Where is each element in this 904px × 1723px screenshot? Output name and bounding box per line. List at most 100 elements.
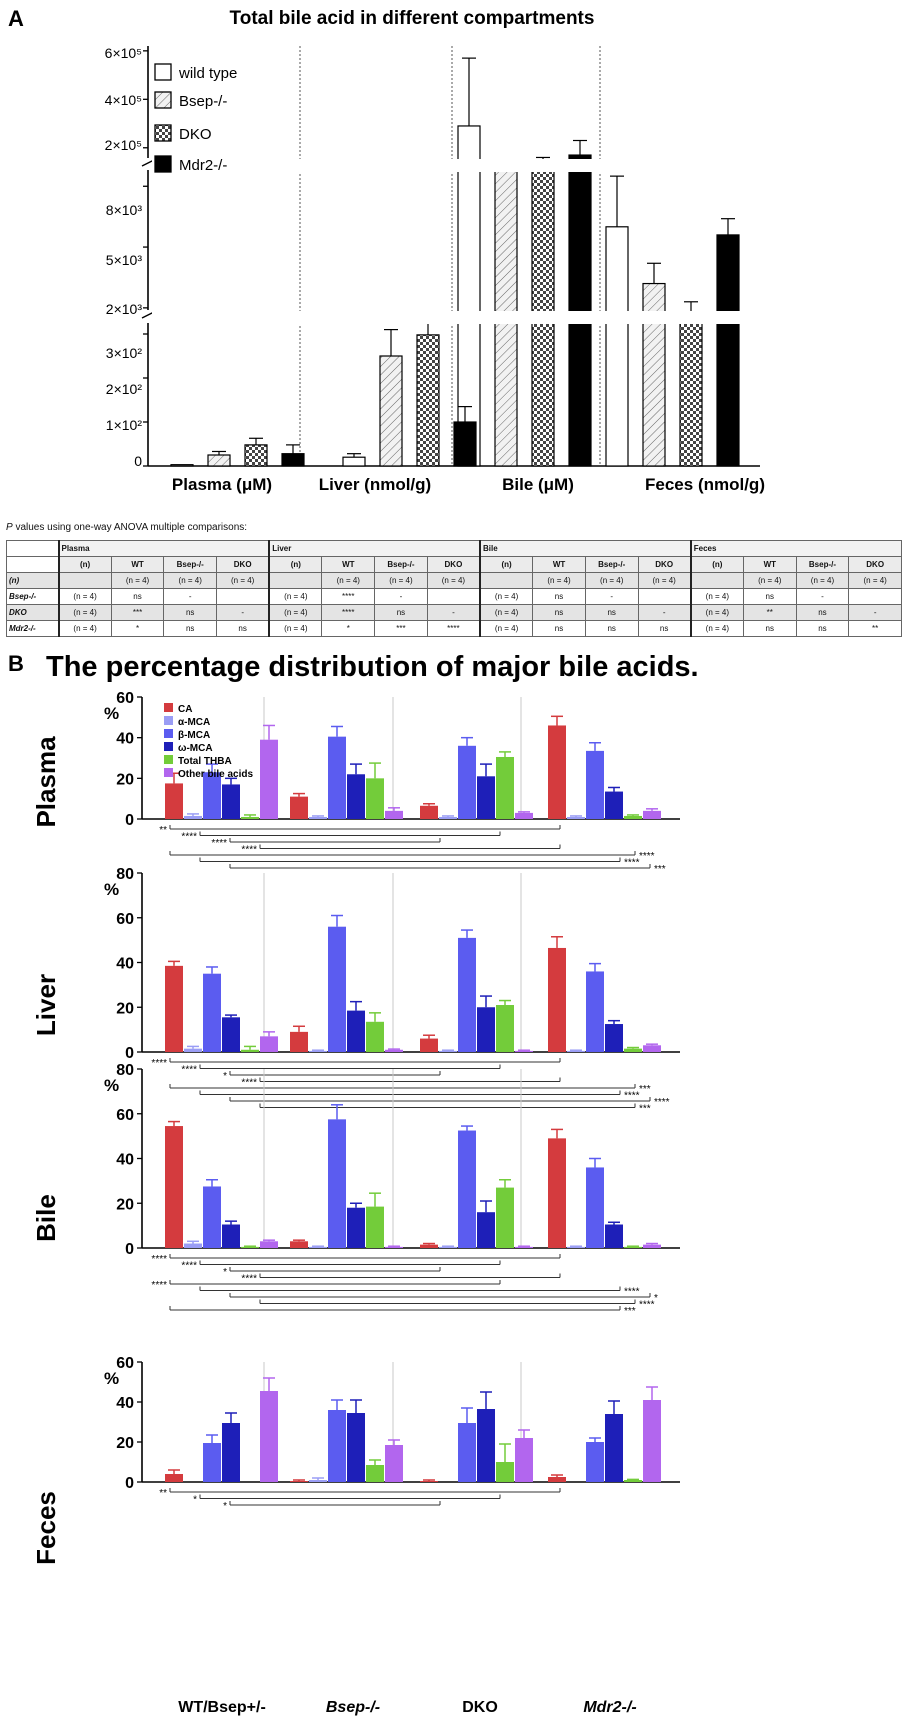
- table-cell: -: [848, 604, 902, 621]
- table-cell: *: [110, 620, 165, 637]
- bar-3-4: [624, 815, 642, 819]
- table-cell: (n = 4): [163, 572, 218, 589]
- legend-label-ca: CA: [178, 704, 192, 715]
- sig-label: *: [223, 1071, 227, 1082]
- y-tick-label: 20: [116, 1000, 134, 1017]
- bar-1-3: [347, 774, 365, 819]
- table-cell: (n = 4): [216, 572, 270, 589]
- bar-1-5: [385, 1445, 403, 1482]
- bar-0-5: [260, 1391, 278, 1482]
- bar-3-5: [643, 1244, 661, 1248]
- sig-label: ****: [639, 1300, 655, 1311]
- legend-swatch-omega-mca: [164, 742, 173, 751]
- table-n-row: (n) (n = 4) (n = 4) (n = 4) (n = 4) (n = 4) (n…: [6, 572, 902, 589]
- bar-0-2: [203, 1443, 221, 1482]
- bar-0-3: [222, 1423, 240, 1482]
- sig-label: ****: [181, 832, 197, 843]
- bar-1-2: [328, 736, 346, 819]
- bar-1-5: [385, 810, 403, 819]
- table-cell: ns: [374, 604, 428, 621]
- table-col-header: DKO: [426, 556, 481, 573]
- table-cell: (n = 4): [689, 620, 744, 637]
- legend-label-mdr2: Mdr2-/-: [179, 157, 227, 174]
- table-cell: (n = 4): [57, 604, 112, 621]
- bar-3-0: [548, 1138, 566, 1248]
- panel-a-chart: [141, 46, 762, 467]
- bar-1-5: [385, 1246, 403, 1248]
- bar-3-5: [643, 810, 661, 819]
- bar-0-3: [222, 1017, 240, 1052]
- table-cell: (n = 4): [479, 620, 534, 637]
- bar-2-3: [568, 154, 592, 467]
- table-cell: *: [321, 620, 376, 637]
- panel-a-letter: A: [8, 6, 24, 31]
- sig-label: ***: [639, 1084, 651, 1095]
- table-col-header: DKO: [216, 556, 270, 573]
- bar-1-4: [366, 778, 384, 819]
- table-group-row: Plasma Liver Bile Feces: [6, 540, 902, 557]
- bar-0-3: [222, 784, 240, 819]
- table-cell: (n = 4): [268, 604, 323, 621]
- table-cell: ns: [216, 620, 270, 637]
- legend-swatch-ca: [164, 703, 173, 712]
- y-tick-label: 6×10⁵: [105, 45, 142, 61]
- legend-label-wild-type: wild type: [178, 65, 237, 82]
- bar-1-2: [416, 334, 440, 467]
- percent-label: %: [104, 1076, 119, 1095]
- table-cell: (n = 4): [110, 572, 165, 589]
- table-cell: (n = 4): [479, 604, 534, 621]
- legend-label-alpha-mca: α-MCA: [178, 717, 210, 728]
- y-tick-label: 40: [116, 1395, 134, 1412]
- table-cell: (n = 4): [689, 604, 744, 621]
- table-col-header: Bsep-/-: [795, 556, 850, 573]
- table-cell: (n = 4): [795, 572, 850, 589]
- bar-2-0: [420, 1481, 438, 1482]
- sig-label: ****: [624, 1287, 640, 1298]
- y-tick-label: 80: [116, 1062, 134, 1079]
- bar-1-1: [309, 1480, 327, 1482]
- table-cell: **: [742, 604, 797, 621]
- table-col-header: Bsep-/-: [374, 556, 428, 573]
- table-cell: (n = 4): [374, 572, 428, 589]
- sig-label: ****: [151, 1058, 167, 1069]
- table-cell: ns: [532, 604, 586, 621]
- table-row: Mdr2-/- (n = 4) * ns ns (n = 4) * *** **** (n = 4…: [6, 620, 902, 637]
- bar-1-3: [347, 1010, 365, 1052]
- y-tick-label: 60: [116, 1355, 134, 1372]
- bar-1-0: [290, 1481, 308, 1482]
- legend-label-bsep: Bsep-/-: [179, 93, 227, 110]
- panel-b-charts: 0204060%*************************0204060…: [104, 690, 680, 1512]
- table-cell: [848, 588, 902, 605]
- bar-0-2: [203, 1186, 221, 1248]
- bar-0-0: [170, 464, 194, 467]
- table-cell: (n = 4): [426, 572, 481, 589]
- table-cell: (n = 4): [479, 588, 534, 605]
- bar-1-0: [290, 1241, 308, 1248]
- bar-1-1: [309, 816, 327, 819]
- table-cell: [216, 588, 270, 605]
- side-label-liver: Liver: [31, 974, 61, 1036]
- p-values-table: Plasma Liver Bile Feces (n) WT Bsep-/- DKO(…: [6, 540, 902, 637]
- genotype-label-bsep: Bsep-/-: [326, 1699, 380, 1716]
- axis-break-gap: [152, 311, 762, 324]
- table-col-header: DKO: [637, 556, 692, 573]
- bar-1-0: [290, 796, 308, 819]
- bar-3-0: [548, 725, 566, 819]
- table-cell: ns: [163, 604, 218, 621]
- table-cell: (n = 4): [689, 588, 744, 605]
- table-cell: ns: [742, 620, 797, 637]
- side-label-bile: Bile: [31, 1194, 61, 1242]
- sig-label: ****: [624, 858, 640, 869]
- bar-0-5: [260, 739, 278, 819]
- bar-0-2: [203, 973, 221, 1052]
- bar-0-2: [244, 444, 268, 467]
- bar-0-0: [165, 1474, 183, 1482]
- table-cell: ns: [532, 620, 586, 637]
- legend-swatch-thba: [164, 755, 173, 764]
- bar-3-1: [642, 282, 666, 467]
- category-label-plasma: Plasma (μM): [172, 475, 272, 494]
- y-tick-label: 60: [116, 911, 134, 928]
- table-group-plasma: Plasma: [57, 540, 270, 557]
